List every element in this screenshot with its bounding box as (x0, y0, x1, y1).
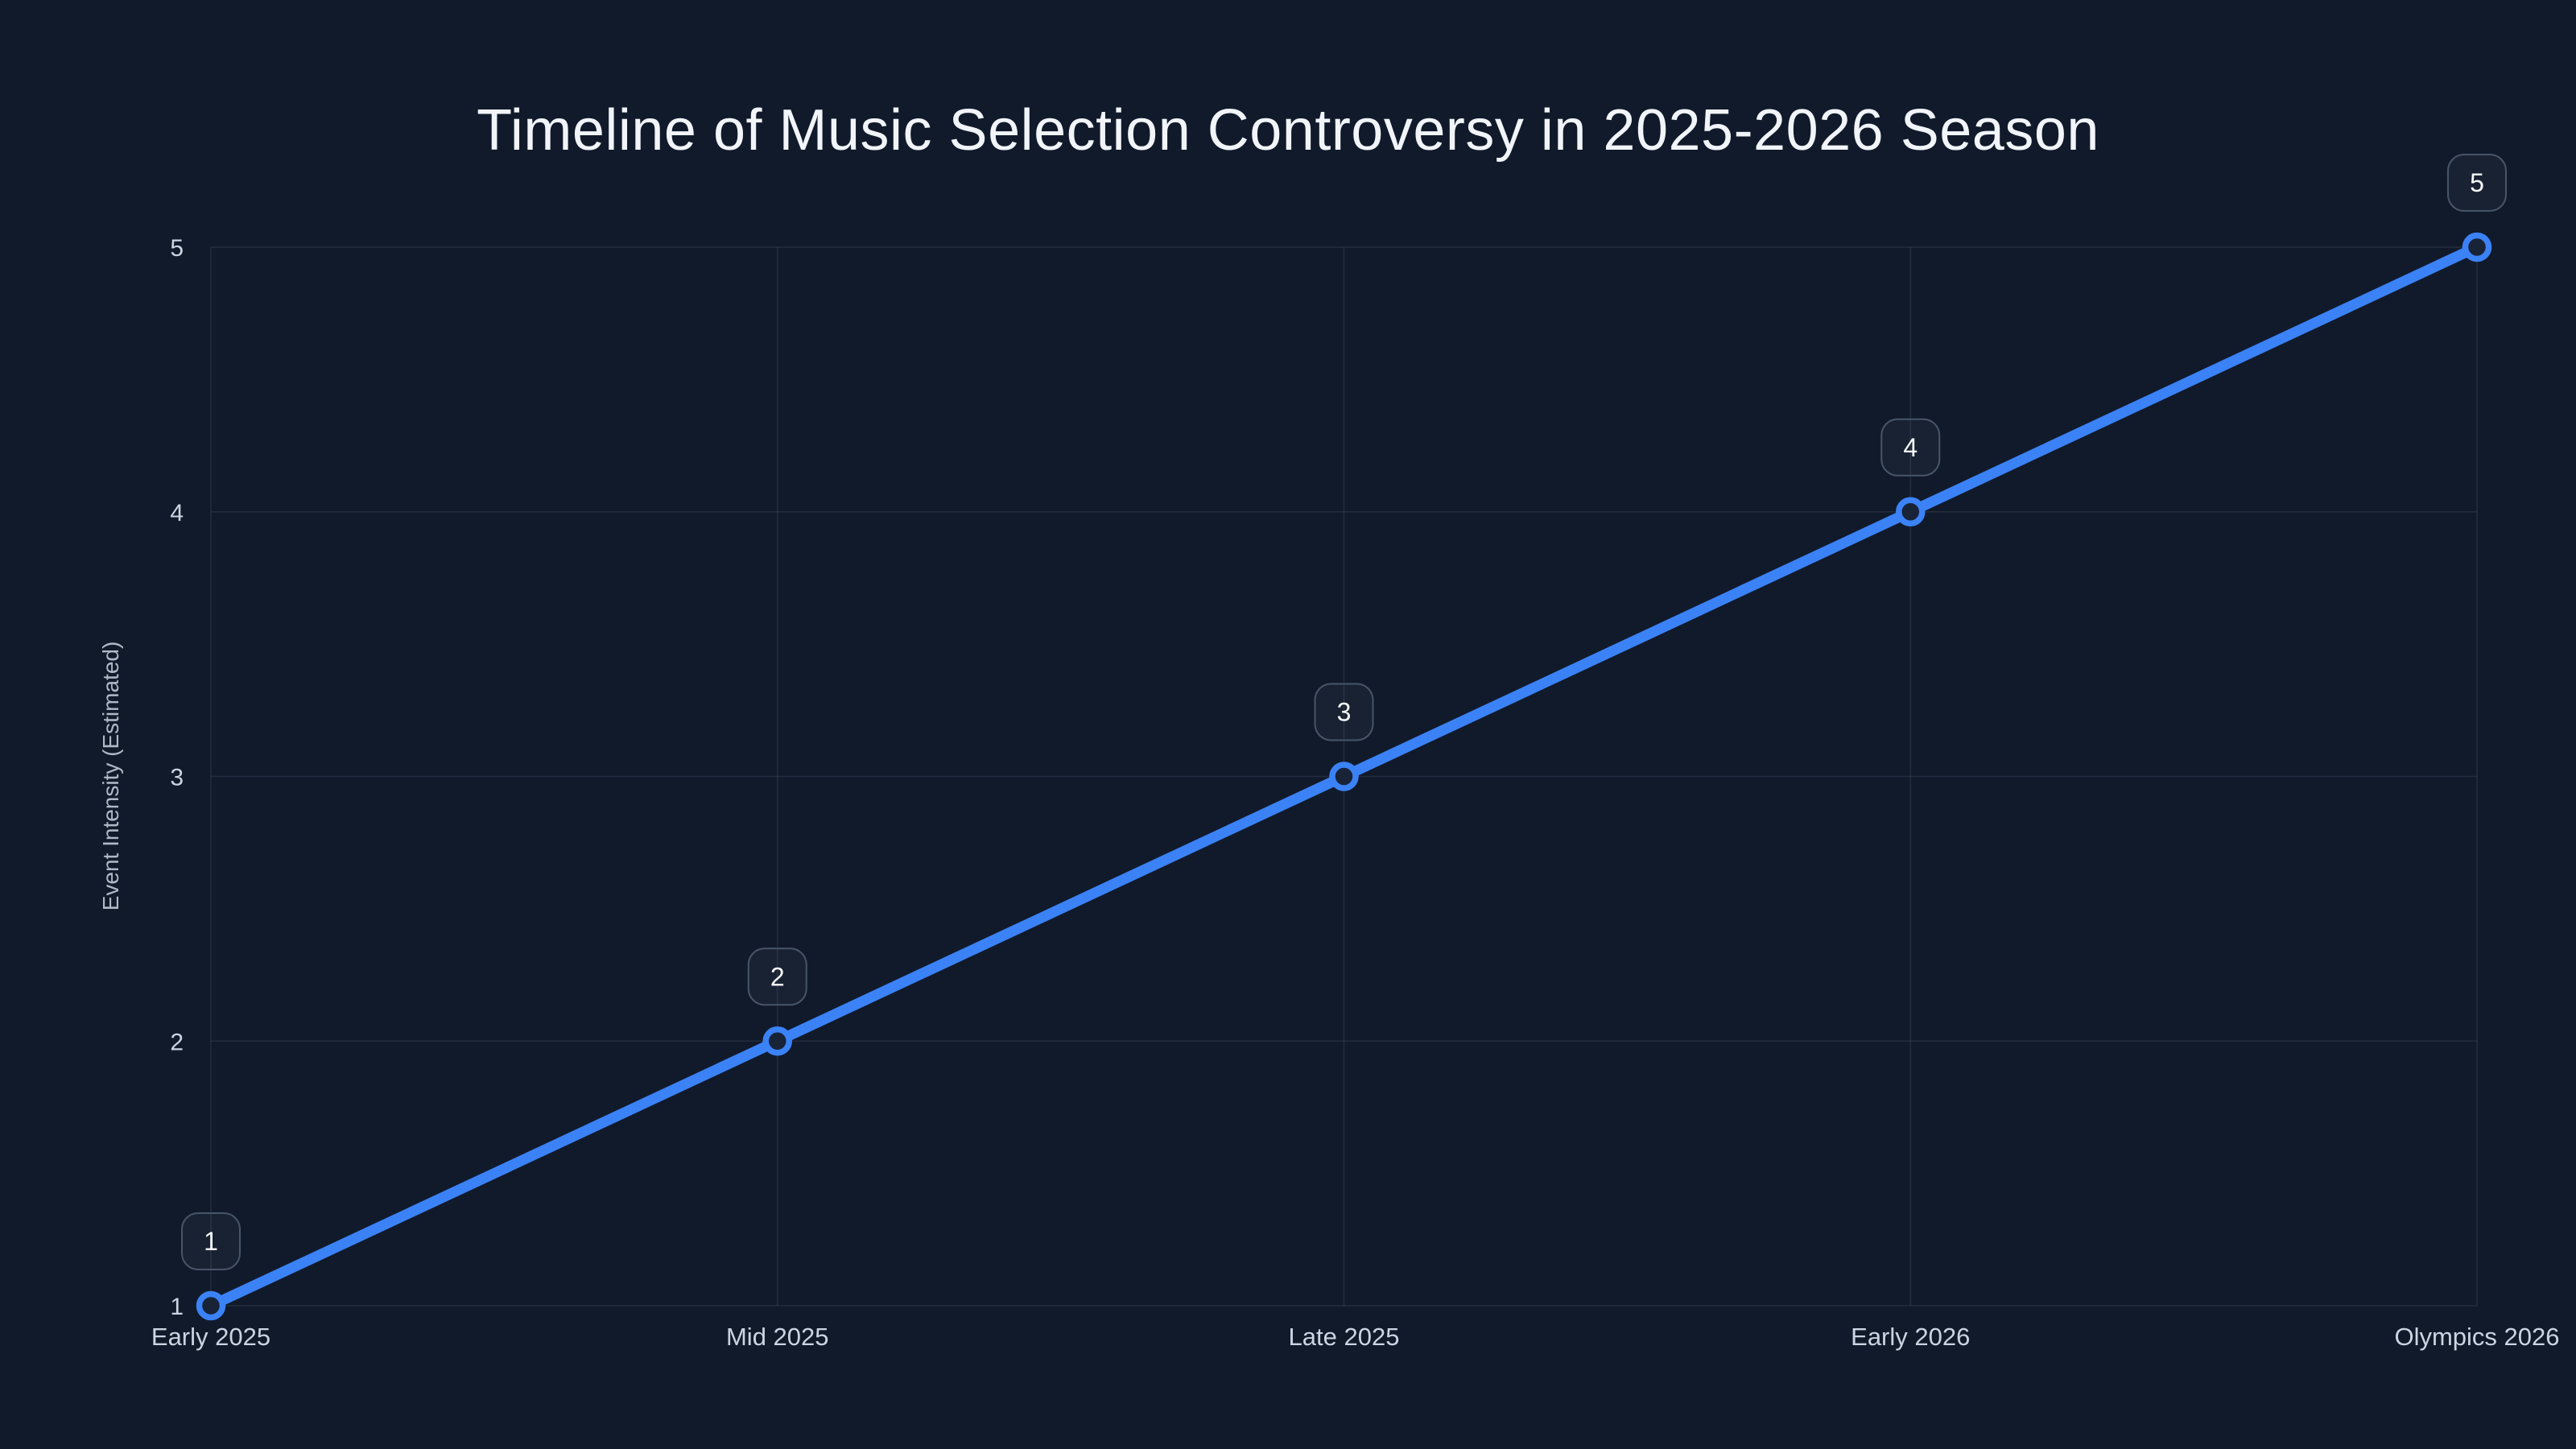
point-label-text: 1 (204, 1227, 218, 1256)
point-label-badge (747, 947, 807, 1006)
data-point[interactable] (762, 1026, 792, 1056)
data-point[interactable] (1329, 762, 1359, 791)
x-tick-label: Early 2025 (151, 1323, 270, 1351)
data-point[interactable] (1896, 497, 1926, 526)
point-label-badge (1880, 418, 1941, 477)
y-tick-label: 1 (170, 1294, 184, 1320)
x-tick-label: Early 2026 (1851, 1323, 1970, 1351)
point-label-text: 3 (1337, 698, 1352, 727)
axis-tick-labels: 1 2 3 4 5 Early 2025 Mid 2025 Late 2025 Early 20… (151, 235, 2560, 1351)
point-label-text: 4 (1903, 433, 1918, 462)
point-label-badges: 1 2 3 4 5 (181, 154, 2507, 1270)
point-label-text: 5 (2470, 168, 2484, 197)
data-series (196, 232, 2492, 1321)
data-point[interactable] (196, 1290, 226, 1321)
point-label-badge (2447, 154, 2507, 212)
x-tick-label: Olympics 2026 (2394, 1323, 2559, 1351)
x-tick-label: Late 2025 (1289, 1323, 1400, 1351)
chart-title: Timeline of Music Selection Controversy … (477, 98, 2099, 163)
point-label-text: 2 (770, 962, 785, 991)
point-label-badge (181, 1212, 241, 1270)
x-tick-label: Mid 2025 (726, 1323, 829, 1351)
y-tick-label: 5 (170, 235, 184, 262)
y-axis-title: Event Intensity (Estimated) (98, 642, 123, 911)
data-point[interactable] (2462, 232, 2492, 262)
point-label-badge (1314, 683, 1374, 741)
y-tick-label: 2 (170, 1029, 184, 1055)
y-tick-label: 4 (170, 500, 184, 526)
y-tick-label: 3 (170, 765, 184, 791)
